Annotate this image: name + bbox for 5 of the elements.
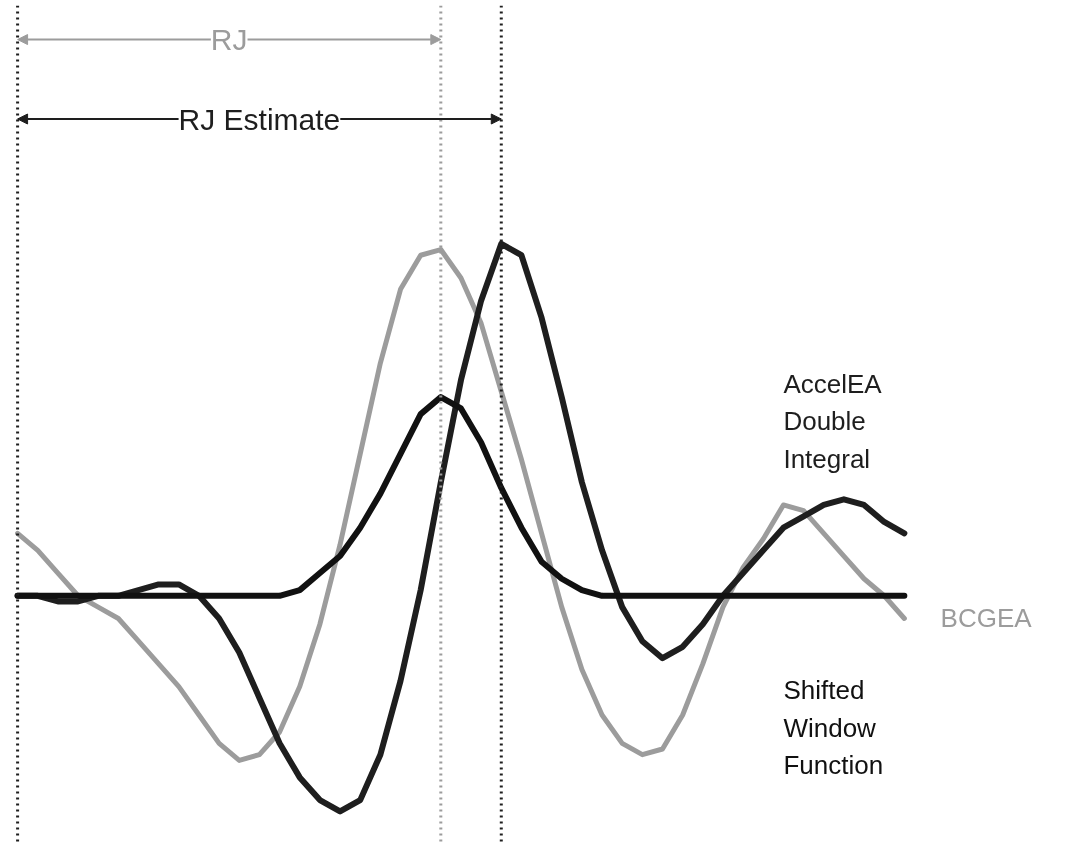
text: RJ Estimate — [178, 102, 341, 136]
text: RJ — [210, 23, 248, 57]
series-label: BCGEA — [940, 603, 1033, 634]
text: Shifted Window Function — [783, 675, 884, 781]
series-label: AccelEA Double Integral — [783, 368, 883, 474]
